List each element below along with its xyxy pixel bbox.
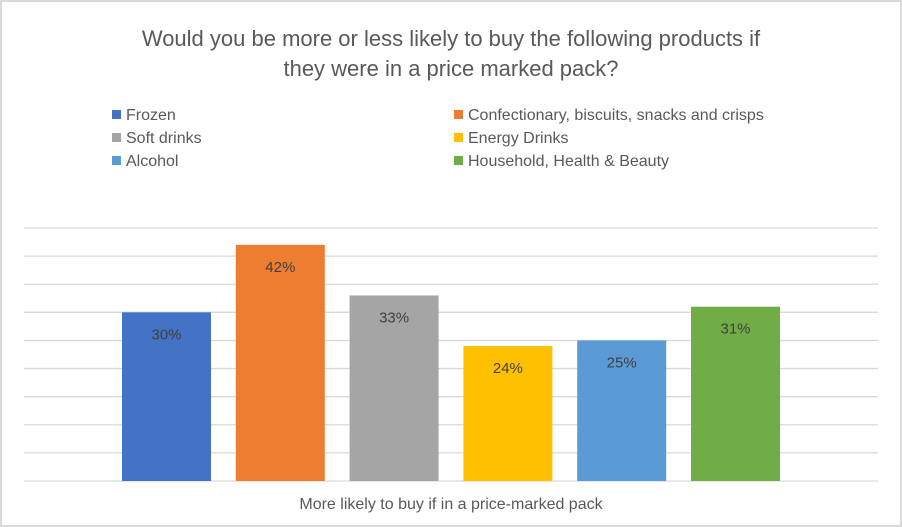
legend-item: Confectionary, biscuits, snacks and cris… [454, 106, 764, 129]
legend-item: Frozen [112, 106, 176, 129]
data-label: 33% [379, 309, 409, 326]
legend-item: Energy Drinks [454, 129, 568, 152]
chart-title-line-1: Would you be more or less likely to buy … [141, 26, 761, 51]
bar-alcohol [577, 340, 667, 481]
bar-frozen [122, 312, 211, 481]
legend-label: Alcohol [126, 153, 179, 170]
legend-item: Household, Health & Beauty [454, 152, 669, 175]
legend-swatch [112, 110, 121, 119]
legend-swatch [454, 156, 463, 165]
legend-label: Confectionary, biscuits, snacks and cris… [468, 107, 764, 124]
legend-swatch [454, 110, 463, 119]
bar-confectionary-biscuits-snacks-and-crisps [235, 244, 325, 481]
legend-swatch [454, 133, 463, 142]
data-label: 31% [720, 321, 750, 338]
data-label: 24% [493, 360, 523, 377]
chart-title-line-2: they were in a price marked pack? [283, 56, 619, 81]
chart-title: Would you be more or less likely to buy … [0, 24, 902, 84]
bar-soft-drinks [349, 295, 439, 481]
legend-item: Soft drinks [112, 129, 202, 152]
data-label: 25% [607, 354, 637, 371]
legend-swatch [112, 133, 121, 142]
bar-household-health-beauty [691, 306, 780, 481]
legend-label: Household, Health & Beauty [468, 153, 670, 170]
legend-swatch [112, 156, 121, 165]
bar-energy-drinks [463, 346, 553, 481]
x-category-label: More likely to buy if in a price-marked … [299, 496, 603, 513]
legend-label: Frozen [126, 107, 176, 124]
legend-label: Soft drinks [126, 130, 202, 147]
legend-item: Alcohol [112, 152, 178, 175]
legend-label: Energy Drinks [468, 130, 569, 147]
data-label: 30% [151, 326, 181, 343]
data-label: 42% [265, 259, 295, 276]
